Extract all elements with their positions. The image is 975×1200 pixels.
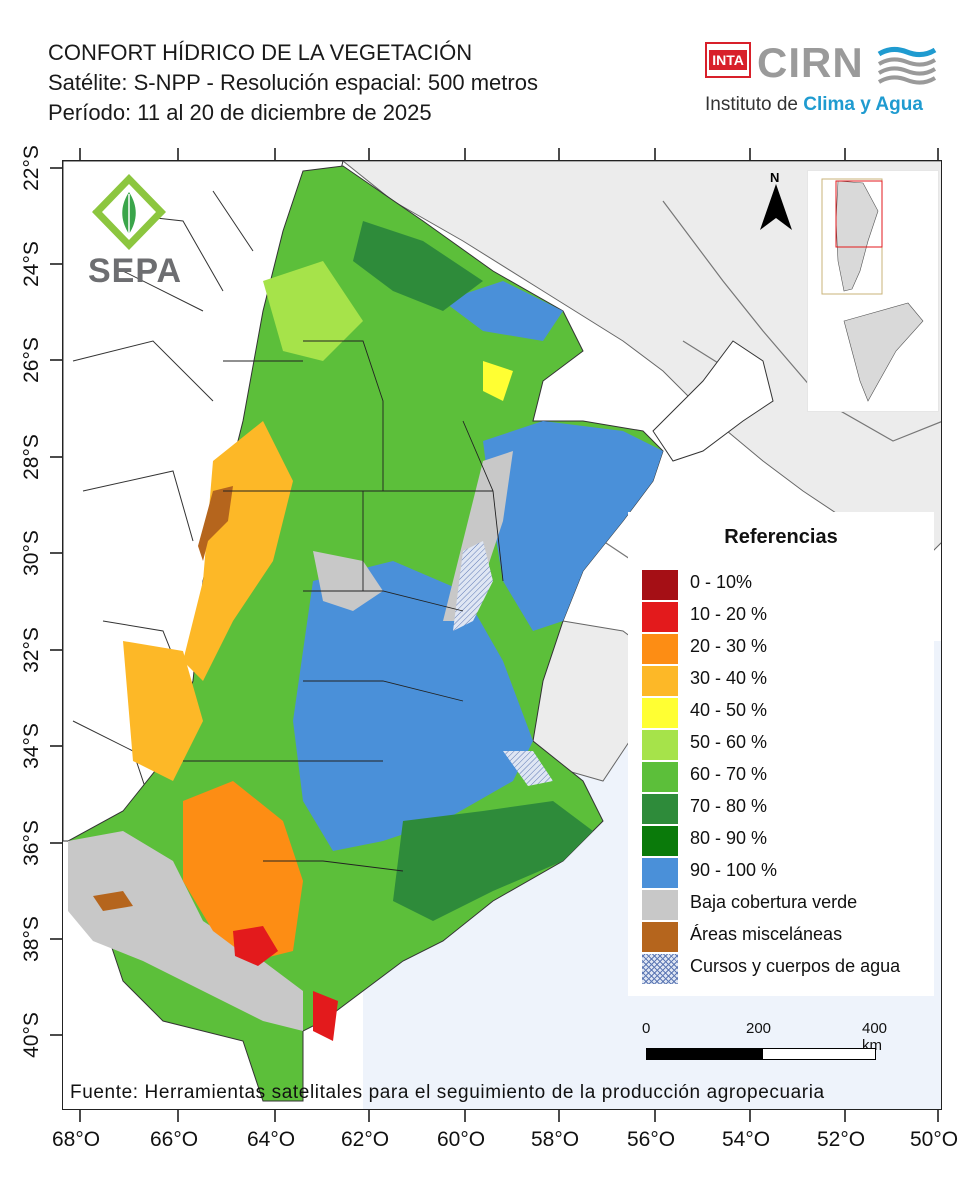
north-label: N	[770, 170, 780, 185]
legend-swatch	[642, 762, 678, 792]
legend-label: 40 - 50 %	[690, 700, 768, 720]
legend-swatch	[642, 858, 678, 888]
lat-label-24: 24°S	[20, 241, 43, 287]
region-lightgreen	[263, 261, 363, 361]
lon-label-64: 64°O	[247, 1128, 296, 1151]
scale-segment-black	[646, 1048, 762, 1060]
sepa-leaf-icon	[92, 174, 166, 250]
locator-map	[821, 178, 924, 402]
region-darkgreen	[353, 221, 483, 311]
lat-label-32: 32°S	[20, 627, 43, 673]
legend-swatch	[642, 634, 678, 664]
legend-label: Cursos y cuerpos de agua	[690, 956, 901, 976]
lon-label-62: 62°O	[341, 1128, 390, 1151]
region-blue-ne	[483, 421, 663, 631]
legend-label: 50 - 60 %	[690, 732, 768, 752]
lon-label-50: 50°O	[910, 1128, 959, 1151]
region-darkgreen-2	[393, 801, 593, 921]
legend-swatch	[642, 730, 678, 760]
neighbour-country	[342, 161, 941, 562]
legend-swatch	[642, 890, 678, 920]
region-blue-nw	[443, 281, 563, 341]
legend-label: 20 - 30 %	[690, 636, 768, 656]
legend-swatch	[642, 666, 678, 696]
waves-icon	[877, 46, 937, 85]
map-title-block: CONFORT HÍDRICO DE LA VEGETACIÓN Satélit…	[48, 38, 538, 128]
legend-swatch	[642, 602, 678, 632]
legend-label: 0 - 10%	[690, 572, 753, 592]
region-red-s	[313, 991, 338, 1041]
lat-label-36: 36°S	[20, 820, 43, 866]
legend-label: 80 - 90 %	[690, 828, 768, 848]
region-misc-2	[93, 891, 133, 911]
lat-label-38: 38°S	[20, 916, 43, 962]
legend-swatch	[642, 826, 678, 856]
legend-title: Referencias	[724, 526, 838, 548]
region-yellow-ne	[483, 361, 513, 401]
cirn-logo-text: CIRN	[757, 39, 864, 86]
misiones	[652, 340, 774, 462]
legend-swatch	[642, 698, 678, 728]
source-text: Fuente: Herramientas satelitales para el…	[70, 1082, 825, 1103]
legend-panel: Referencias 0 - 10% 10 - 20 % 20 - 30 % …	[628, 512, 934, 996]
cirn-subtitle-prefix: Instituto de	[705, 94, 804, 115]
lat-label-30: 30°S	[20, 530, 43, 576]
lat-label-26: 26°S	[20, 337, 43, 383]
cirn-subtitle: Instituto de Clima y Agua	[705, 94, 923, 116]
lon-label-56: 56°O	[627, 1128, 676, 1151]
lon-label-58: 58°O	[531, 1128, 580, 1151]
scale-segment-white	[762, 1048, 876, 1060]
legend-label: Áreas misceláneas	[690, 924, 843, 944]
lon-label-52: 52°O	[817, 1128, 866, 1151]
lon-label-68: 68°O	[52, 1128, 101, 1151]
legend-label: 60 - 70 %	[690, 764, 768, 784]
legend-label: 30 - 40 %	[690, 668, 768, 688]
cirn-subtitle-accent: Clima y Agua	[803, 94, 923, 115]
satellite-info: Satélite: S-NPP - Resolución espacial: 5…	[48, 70, 538, 95]
lon-label-60: 60°O	[437, 1128, 486, 1151]
admin-boundaries	[183, 340, 504, 872]
lat-label-22: 22°S	[20, 145, 43, 191]
region-blue-pampa	[293, 561, 533, 851]
scale-label-200: 200	[746, 1020, 772, 1037]
lat-label-40: 40°S	[20, 1012, 43, 1058]
legend-label: 70 - 80 %	[690, 796, 768, 816]
legend-swatch	[642, 570, 678, 600]
region-grey-south	[68, 831, 303, 1031]
inta-logo-text: INTA	[709, 50, 747, 70]
lat-label-28: 28°S	[20, 434, 43, 480]
region-yellow-west	[183, 421, 293, 681]
cirn-logo: INTA CIRN Instituto de Clima y Agua	[705, 40, 945, 124]
legend-swatch	[642, 922, 678, 952]
lat-label-34: 34°S	[20, 723, 43, 769]
lon-label-54: 54°O	[722, 1128, 771, 1151]
scale-bar: 0 200 400 km	[640, 1020, 890, 1070]
north-arrow-icon	[760, 184, 792, 230]
legend-swatch	[642, 954, 678, 984]
locator-inset	[807, 170, 939, 412]
legend-label: Baja cobertura verde	[690, 892, 858, 912]
legend-swatch	[642, 794, 678, 824]
legend-label: 90 - 100 %	[690, 860, 778, 880]
region-yellow-w2	[123, 641, 203, 781]
sepa-logo-text: SEPA	[88, 252, 183, 290]
region-misc-1	[198, 486, 233, 561]
period-info: Período: 11 al 20 de diciembre de 2025	[48, 100, 432, 125]
water-bodies	[453, 541, 553, 786]
map-title: CONFORT HÍDRICO DE LA VEGETACIÓN	[48, 40, 473, 65]
region-red-sw	[233, 926, 278, 966]
region-grey-center	[313, 551, 383, 611]
legend-label: 10 - 20 %	[690, 604, 768, 624]
region-orange-sw	[183, 781, 303, 961]
scale-label-0: 0	[642, 1020, 651, 1037]
lon-label-66: 66°O	[150, 1128, 199, 1151]
inta-logo: INTA	[705, 42, 751, 78]
